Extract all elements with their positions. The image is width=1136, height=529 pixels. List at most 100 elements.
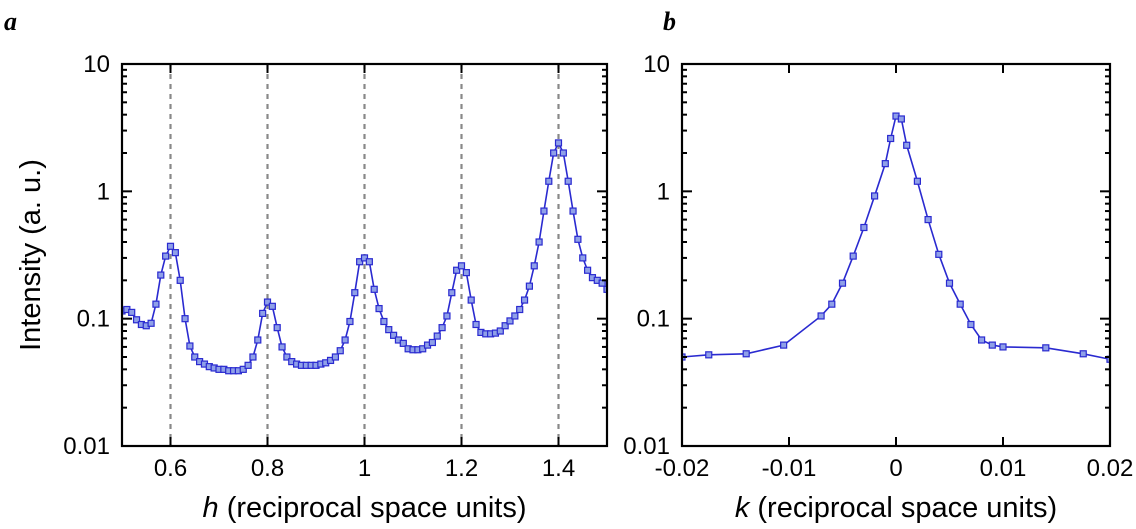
- x-tick-label: 1: [358, 455, 371, 482]
- x-tick-label: 0.01: [980, 455, 1027, 482]
- series-line: [682, 114, 1110, 361]
- data-point: [443, 312, 451, 320]
- data-point: [453, 266, 461, 274]
- data-point: [945, 279, 954, 287]
- data-point: [428, 338, 436, 347]
- plot-area: [122, 139, 607, 375]
- data-point: [147, 319, 155, 327]
- data-point: [176, 276, 184, 284]
- data-point: [559, 149, 567, 157]
- data-point: [1079, 350, 1087, 358]
- data-point: [838, 279, 847, 287]
- data-point: [419, 345, 427, 353]
- data-point: [249, 353, 257, 361]
- data-point: [181, 315, 189, 323]
- x-tick-label: 1.4: [542, 455, 575, 482]
- data-point: [520, 296, 529, 304]
- data-point: [554, 139, 563, 147]
- x-axis-label: k (reciprocal space units): [735, 492, 1057, 524]
- y-tick-label: 0.01: [63, 433, 110, 460]
- x-tick-label: 0.6: [154, 455, 187, 482]
- panel-b: b -0.02 -0.01 0 0.01 0.02 0.01 0.1 1 10 k (recipr…: [623, 7, 1133, 524]
- data-point: [162, 252, 170, 260]
- data-point: [924, 215, 932, 224]
- data-point: [346, 317, 354, 326]
- data-point: [283, 353, 291, 361]
- data-point: [742, 350, 750, 358]
- data-point: [239, 365, 247, 373]
- data-point: [467, 296, 475, 304]
- data-point: [259, 309, 267, 317]
- data-point: [186, 342, 194, 350]
- data-point: [448, 289, 456, 297]
- data-point: [390, 331, 398, 339]
- data-point: [550, 149, 558, 157]
- data-point: [817, 312, 825, 320]
- data-point: [380, 317, 388, 326]
- data-point: [999, 343, 1007, 351]
- panel-a-label: a: [4, 7, 17, 36]
- y-tick-label: 0.1: [77, 306, 110, 333]
- x-axis-variable: k: [735, 492, 751, 524]
- plot-area: [682, 112, 1110, 363]
- data-point: [268, 302, 276, 310]
- y-tick-label: 10: [83, 51, 110, 78]
- data-point: [535, 238, 543, 246]
- x-axis-label-text: (reciprocal space units): [749, 492, 1057, 524]
- data-point: [540, 207, 548, 215]
- data-point: [132, 316, 141, 324]
- data-point: [956, 300, 964, 308]
- data-point: [913, 177, 922, 185]
- x-tick-label: 0.8: [251, 455, 284, 482]
- data-point: [351, 289, 359, 297]
- y-tick-label: 1: [97, 178, 110, 205]
- y-axis-label: Intensity (a. u.): [15, 159, 47, 351]
- plot-frame: [680, 62, 1112, 448]
- data-point: [967, 320, 975, 329]
- data-point: [152, 300, 160, 308]
- data-point: [870, 192, 879, 200]
- y-tick-label: 1: [657, 178, 670, 205]
- data-point: [501, 322, 509, 330]
- data-point: [472, 320, 480, 329]
- data-point: [583, 266, 592, 274]
- x-axis-label: h (reciprocal space units): [203, 492, 527, 524]
- data-point: [887, 134, 895, 143]
- x-tick-label: -0.01: [762, 455, 817, 482]
- data-point: [506, 317, 514, 325]
- data-point: [278, 343, 286, 351]
- data-point: [1042, 344, 1050, 352]
- data-point: [977, 336, 986, 344]
- data-point: [988, 341, 996, 349]
- x-tick-label: -0.02: [655, 455, 710, 482]
- data-point: [341, 336, 349, 344]
- data-point: [273, 324, 281, 332]
- x-axis-variable: h: [203, 492, 219, 524]
- data-point: [603, 285, 607, 293]
- data-point: [385, 326, 393, 334]
- data-point: [438, 324, 446, 332]
- data-point: [516, 305, 524, 314]
- data-point: [244, 361, 252, 369]
- data-point: [564, 177, 572, 185]
- data-point: [496, 327, 504, 335]
- data-point: [860, 223, 868, 232]
- data-point: [128, 308, 136, 316]
- y-tick-label: 10: [643, 51, 670, 78]
- data-point: [360, 254, 369, 262]
- y-tick-label: 0.01: [623, 433, 670, 460]
- data-point: [254, 336, 262, 344]
- data-point: [157, 271, 165, 279]
- data-point: [370, 285, 378, 293]
- x-tick-label: 1.2: [445, 455, 478, 482]
- data-point: [780, 341, 788, 349]
- data-point: [511, 312, 519, 320]
- x-tick-label: 0.02: [1087, 455, 1134, 482]
- data-point: [579, 254, 587, 262]
- data-point: [903, 141, 911, 149]
- panel-b-label: b: [663, 7, 676, 36]
- data-point: [365, 258, 373, 266]
- x-tick-label: 0: [889, 455, 902, 482]
- data-point: [897, 115, 905, 123]
